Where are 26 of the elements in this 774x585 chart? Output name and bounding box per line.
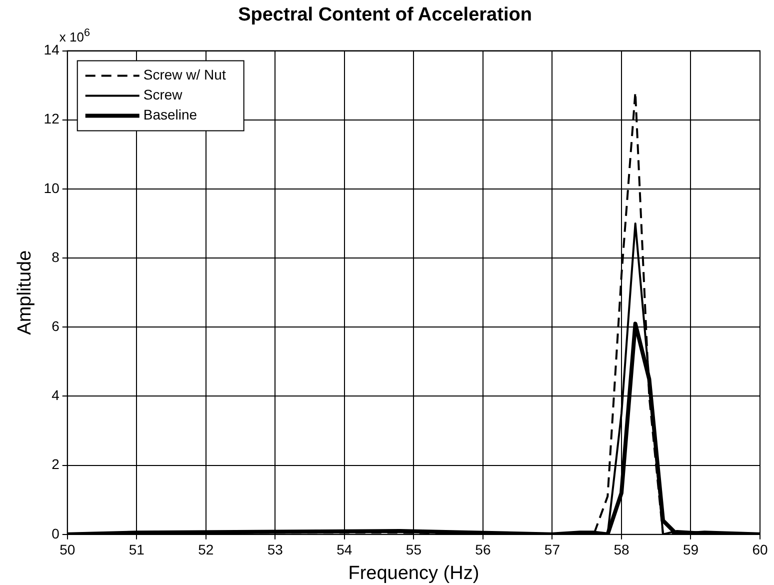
y-tick-label: 6 [52, 318, 60, 334]
x-tick-label: 56 [475, 542, 491, 558]
x-tick-label: 55 [406, 542, 422, 558]
x-tick-label: 57 [544, 542, 560, 558]
x-tick-label: 52 [198, 542, 214, 558]
x-tick-label: 58 [614, 542, 630, 558]
legend-label: Screw [143, 86, 184, 103]
y-tick-label: 8 [52, 248, 60, 265]
x-tick-label: 54 [336, 542, 352, 558]
x-axis-title: Frequency (Hz) [348, 562, 480, 584]
y-tick-label: 2 [52, 456, 60, 472]
y-axis-title: Amplitude [14, 250, 36, 335]
x-tick-label: 59 [682, 542, 699, 558]
x-tick-label: 60 [752, 542, 768, 558]
y-tick-label: 12 [44, 110, 60, 127]
y-tick-label: 4 [52, 387, 60, 404]
text: x 10$^{6}$ [59, 26, 90, 44]
legend-label: Screw w/ Nut [143, 66, 226, 83]
chart-title: Spectral Content of Acceleration [238, 4, 532, 26]
legend-label: Baseline [143, 106, 198, 123]
y-tick-label: 0 [52, 525, 60, 542]
y-tick-label: 10 [44, 180, 60, 196]
y-tick-label: 14 [44, 42, 60, 58]
x-tick-label: 51 [128, 542, 145, 558]
x-tick-label: 50 [60, 542, 76, 558]
x-tick-label: 53 [267, 542, 284, 558]
